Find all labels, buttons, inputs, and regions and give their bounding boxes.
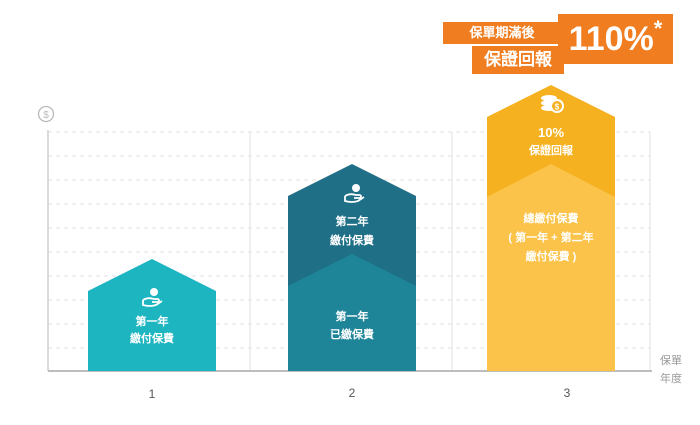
money-hand-icon <box>142 288 163 307</box>
x-tick-1: 1 <box>149 387 156 401</box>
bar1-label-line1: 第一年 <box>136 314 169 328</box>
bar-total-premium <box>487 164 615 371</box>
banner-percent-value: 110% <box>568 20 654 58</box>
banner-star: * <box>653 16 663 41</box>
x-axis-title-line2: 年度 <box>660 371 682 385</box>
bar3-bottom-label-line1: 總繳付保費 <box>524 211 579 225</box>
bar3-top-label-line2: 保證回報 <box>528 143 574 157</box>
y-symbol: $ <box>43 110 49 121</box>
x-tick-2: 2 <box>349 386 356 400</box>
bar2-bottom-label-line1: 第一年 <box>336 309 369 323</box>
column-separators <box>249 132 651 370</box>
banner-bottom-text: 保證回報 <box>484 50 552 69</box>
coin-stack-icon: $ <box>541 95 564 113</box>
bar2-top-label-line1: 第二年 <box>336 214 369 228</box>
dollar-coin-icon: $ <box>37 105 55 123</box>
banner-maturity: 保單期滿後 <box>443 22 561 44</box>
bar2-top-label-line2: 繳付保費 <box>330 233 374 247</box>
banner-percent: 110%* <box>558 14 673 64</box>
bar3-bottom-label-line2: ( 第一年 + 第二年 <box>508 230 593 244</box>
banner-return: 保證回報 <box>472 46 564 74</box>
bar3-bottom-label-line3: 繳付保費 ) <box>526 249 577 263</box>
bar1-label-line2: 繳付保費 <box>130 331 174 345</box>
x-axis-title-line1: 保單 <box>660 353 682 367</box>
money-hand-icon <box>344 184 365 203</box>
x-tick-3: 3 <box>564 386 571 400</box>
bar2-bottom-label-line2: 已繳保費 <box>330 327 374 341</box>
bar-year1-premium <box>88 259 216 371</box>
coin-symbol: $ <box>555 103 560 112</box>
banner-top-text: 保單期滿後 <box>469 25 535 40</box>
bar3-top-label-line1: 10% <box>538 125 564 140</box>
bar-year1-paid <box>288 254 416 371</box>
